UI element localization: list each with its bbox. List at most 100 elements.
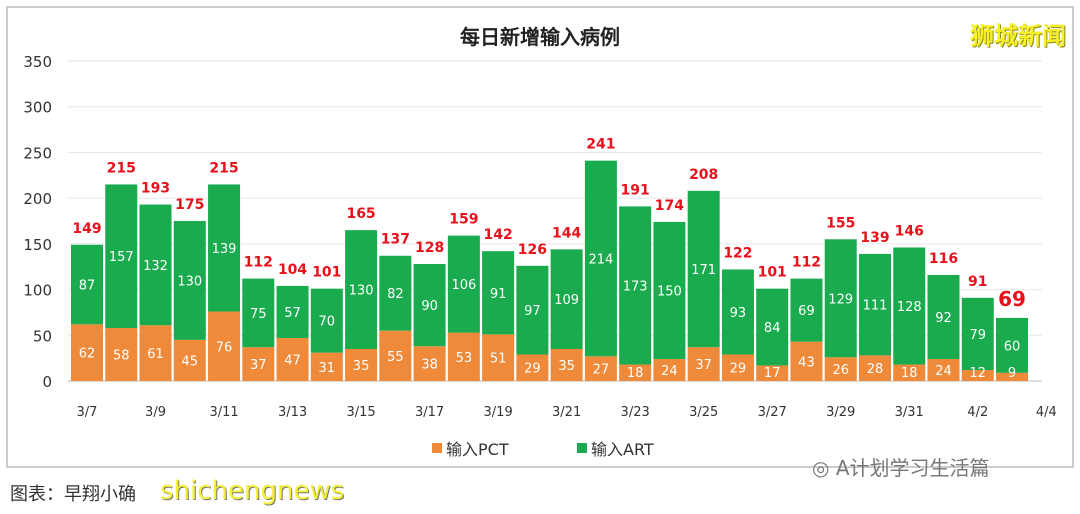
total-label: 122 <box>723 245 752 261</box>
bar-pct-3/7 <box>71 324 103 381</box>
pct-label: 37 <box>695 358 712 373</box>
bar-art-3/22 <box>584 160 617 357</box>
bar-pct-3/22 <box>584 356 617 381</box>
bar-pct-3/18 <box>447 332 480 381</box>
bar-pct-3/30 <box>858 355 891 381</box>
total-label: 126 <box>518 242 547 258</box>
total-label: 215 <box>209 160 238 176</box>
pct-label: 43 <box>798 355 815 370</box>
total-label: 146 <box>895 224 924 240</box>
wechat-name: A计划学习生活篇 <box>835 456 990 480</box>
pct-label: 51 <box>490 352 507 367</box>
pct-label: 18 <box>901 366 918 381</box>
bar-pct-3/28 <box>790 341 823 381</box>
total-label: 241 <box>586 137 615 153</box>
bar-art-3/11 <box>208 184 241 312</box>
art-label: 97 <box>524 304 541 319</box>
bar-pct-3/15 <box>345 349 378 381</box>
art-label: 171 <box>691 263 716 278</box>
art-label: 173 <box>623 279 648 294</box>
pct-label: 17 <box>764 366 781 381</box>
bar-pct-3/11 <box>208 311 241 381</box>
pct-label: 53 <box>456 351 473 366</box>
pct-label: 45 <box>182 354 199 369</box>
art-label: 150 <box>657 284 682 299</box>
pct-label: 38 <box>421 358 438 373</box>
total-label: 191 <box>621 182 650 198</box>
chart-title: 每日新增输入病例 <box>460 25 620 49</box>
art-label: 130 <box>177 274 202 289</box>
y-tick-label: 150 <box>23 236 52 254</box>
total-label: 159 <box>449 212 478 228</box>
bar-pct-3/9 <box>139 325 172 381</box>
site-watermark: shichengnews <box>160 476 345 506</box>
pct-label: 28 <box>867 362 884 377</box>
bar-pct-3/16 <box>379 330 412 381</box>
art-label: 57 <box>284 306 301 321</box>
bar-art-3/16 <box>379 255 412 331</box>
bar-pct-3/20 <box>516 354 549 381</box>
pct-label: 24 <box>661 364 678 379</box>
total-label: 165 <box>346 206 375 222</box>
art-label: 60 <box>1004 339 1021 354</box>
x-tick-label: 4/4 <box>1036 405 1057 420</box>
x-tick-label: 3/25 <box>689 405 718 420</box>
x-tick-label: 3/15 <box>346 405 375 420</box>
pct-label: 47 <box>284 354 301 369</box>
pct-label: 18 <box>627 366 644 381</box>
total-label: 208 <box>689 167 718 183</box>
x-tick-label: 3/27 <box>758 405 787 420</box>
bar-pct-3/19 <box>482 334 515 381</box>
bar-art-3/25 <box>687 190 720 348</box>
bar-pct-4/2 <box>961 370 994 381</box>
x-tick-label: 3/29 <box>826 405 855 420</box>
art-label: 75 <box>250 307 267 322</box>
pct-label: 29 <box>730 362 747 377</box>
art-label: 214 <box>588 252 613 267</box>
total-label: 139 <box>860 230 889 246</box>
total-label: 174 <box>655 198 684 214</box>
bar-pct-3/23 <box>619 364 652 381</box>
y-tick-label: 350 <box>23 53 52 71</box>
total-label: 149 <box>72 221 101 237</box>
legend-swatch <box>577 443 587 453</box>
bar-art-3/21 <box>550 249 583 349</box>
y-tick-label: 300 <box>23 99 52 117</box>
bar-pct-3/17 <box>413 346 446 381</box>
total-label: 112 <box>244 255 273 271</box>
bar-pct-4/3 <box>996 372 1029 381</box>
art-label: 69 <box>798 304 815 319</box>
bar-art-3/9 <box>139 204 172 326</box>
bar-art-4/1 <box>927 274 960 360</box>
bar-art-4/2 <box>961 297 994 371</box>
pct-label: 9 <box>1008 366 1016 381</box>
art-label: 132 <box>143 259 168 274</box>
bar-art-3/24 <box>653 221 686 360</box>
total-label: 101 <box>312 265 341 281</box>
pct-label: 35 <box>558 359 575 374</box>
art-label: 82 <box>387 287 404 302</box>
total-label: 116 <box>929 251 958 267</box>
bar-art-3/15 <box>345 230 378 349</box>
x-tick-label: 3/9 <box>145 405 166 420</box>
art-label: 92 <box>935 311 952 326</box>
bar-art-3/29 <box>824 239 857 358</box>
y-tick-label: 0 <box>42 373 52 391</box>
bar-art-3/19 <box>482 251 515 335</box>
total-label: 137 <box>381 232 410 248</box>
total-label: 128 <box>415 240 444 256</box>
bar-art-3/26 <box>721 269 754 355</box>
total-label: 104 <box>278 262 307 278</box>
bar-pct-3/31 <box>893 364 926 381</box>
bar-art-3/31 <box>893 247 926 365</box>
chart-credit: 图表：早翔小确 <box>10 484 136 505</box>
bar-pct-3/12 <box>242 347 275 381</box>
y-tick-label: 200 <box>23 190 52 208</box>
art-label: 130 <box>349 284 374 299</box>
legend-label: 输入ART <box>591 440 654 459</box>
art-label: 129 <box>828 292 853 307</box>
bar-art-3/28 <box>790 278 823 342</box>
pct-label: 24 <box>935 364 952 379</box>
pct-label: 37 <box>250 358 267 373</box>
